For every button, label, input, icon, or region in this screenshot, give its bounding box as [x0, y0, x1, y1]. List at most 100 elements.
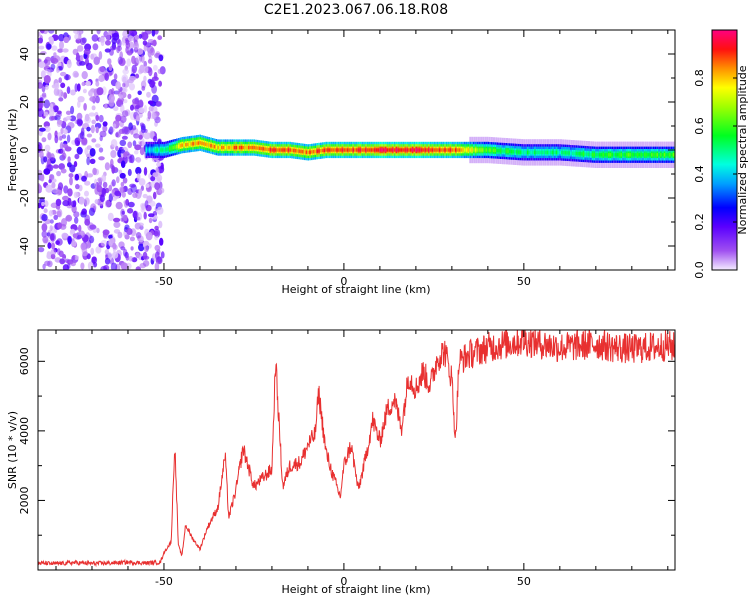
noise-cell [39, 97, 44, 103]
noise-cell [76, 52, 80, 59]
ridge-cell [451, 148, 453, 152]
ridge-cell [393, 148, 396, 152]
noise-cell [47, 242, 52, 249]
ridge-cell [159, 148, 162, 152]
noise-cell [142, 65, 149, 74]
noise-cell [140, 54, 145, 63]
ridge-cell [550, 150, 552, 155]
noise-cell [51, 242, 56, 250]
noise-cell [58, 163, 65, 170]
noise-cell [44, 260, 51, 266]
noise-cell [61, 134, 67, 139]
ridge-cell [345, 148, 347, 152]
noise-cell [151, 112, 157, 120]
noise-cell [68, 173, 74, 178]
ridge-cell [647, 153, 650, 157]
noise-cell [43, 208, 48, 214]
ridge-cell [579, 152, 581, 156]
ridge-cell [379, 148, 381, 152]
noise-cell [56, 210, 62, 217]
noise-cell [98, 114, 104, 123]
ridge-cell [552, 150, 554, 155]
colorbar-tick-label: 0.6 [693, 117, 706, 135]
ridge-cell [158, 148, 160, 152]
ridge-cell [275, 148, 277, 152]
noise-cell [38, 101, 44, 109]
ridge-cell [620, 153, 623, 157]
noise-cell [57, 119, 63, 125]
noise-cell [43, 200, 49, 208]
noise-cell [108, 184, 113, 192]
noise-cell [80, 262, 85, 270]
ridge-cell [278, 148, 281, 152]
noise-cell [107, 58, 112, 65]
noise-cell [86, 156, 91, 166]
ridge-cell [435, 148, 437, 152]
ridge-cell [383, 148, 385, 152]
ridge-cell [431, 148, 434, 152]
ridge-cell [661, 153, 664, 157]
noise-cell [155, 100, 162, 107]
ridge-cell [494, 148, 497, 153]
ridge-cell [651, 153, 653, 157]
noise-cell [47, 30, 55, 34]
noise-cell [142, 40, 148, 46]
ridge-cell [514, 150, 516, 154]
halo-cell [516, 138, 519, 166]
ridge-cell [228, 145, 230, 150]
snr-panel: -50 0 50 2000 4000 6000 Height of straight li… [6, 329, 676, 596]
noise-cell [113, 221, 121, 228]
ridge-cell [482, 148, 484, 152]
ridge-cell [334, 148, 336, 152]
noise-cell [91, 105, 96, 111]
ridge-cell [453, 148, 455, 152]
ridge-cell [240, 145, 243, 150]
noise-cell [65, 110, 72, 116]
ridge-cell [616, 153, 619, 157]
noise-cell [46, 43, 52, 50]
ridge-cell [559, 150, 561, 155]
ridge-cell [593, 153, 596, 157]
noise-cell [120, 262, 128, 270]
ridge-cell [197, 141, 200, 145]
noise-cell [128, 156, 133, 163]
y-tick-label: 40 [18, 47, 31, 61]
noise-cell [85, 241, 91, 249]
ridge-cell [399, 148, 401, 152]
noise-cell [110, 150, 117, 158]
noise-cell [42, 235, 49, 244]
ridge-cell [350, 148, 353, 152]
noise-cell [122, 76, 127, 84]
ridge-cell [411, 148, 414, 152]
noise-cell [88, 112, 96, 117]
noise-cell [99, 135, 103, 142]
ridge-cell [305, 150, 308, 154]
ridge-cell [363, 148, 365, 152]
noise-cell [102, 121, 108, 127]
ridge-cell [217, 145, 219, 150]
noise-cell [43, 168, 51, 175]
noise-cell [89, 95, 97, 103]
noise-cell [60, 149, 66, 155]
noise-cell [129, 183, 137, 188]
ridge-cell [467, 148, 470, 152]
noise-cell [81, 137, 88, 145]
x-tick-label: -50 [155, 275, 173, 288]
ridge-cell [473, 148, 475, 152]
ridge-cell [172, 145, 175, 150]
ridge-cell [469, 148, 471, 152]
ridge-cell [338, 148, 340, 152]
ridge-cell [426, 148, 428, 152]
noise-cell [149, 200, 156, 207]
noise-cell [49, 232, 57, 242]
ridge-cell [526, 150, 529, 155]
noise-cell [38, 37, 43, 44]
ridge-cell [631, 153, 633, 157]
ridge-cell [276, 148, 279, 152]
noise-cell [49, 225, 53, 232]
noise-cell [73, 191, 79, 199]
ridge-cell [419, 148, 421, 152]
noise-cell [57, 248, 61, 256]
noise-cell [127, 141, 133, 149]
noise-cell [122, 87, 128, 93]
